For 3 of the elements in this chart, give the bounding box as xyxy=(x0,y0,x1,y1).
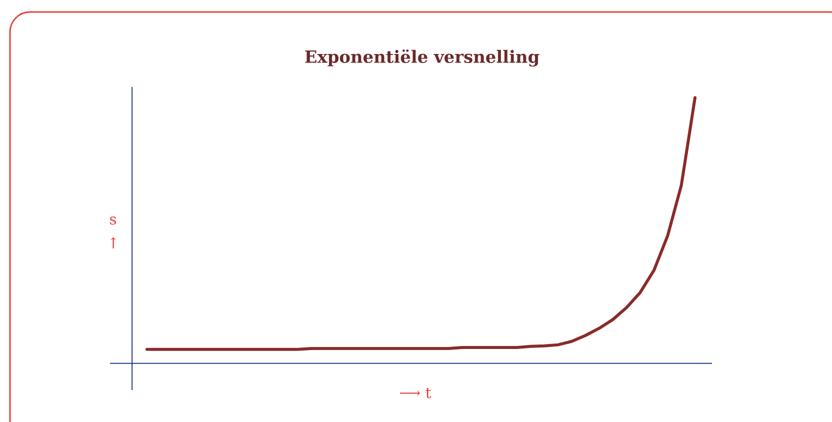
x-axis-title: ⟶ t xyxy=(400,388,432,398)
chart-title: Exponentiële versnelling xyxy=(305,49,540,67)
y-axis-title: s ↑ xyxy=(110,216,116,248)
